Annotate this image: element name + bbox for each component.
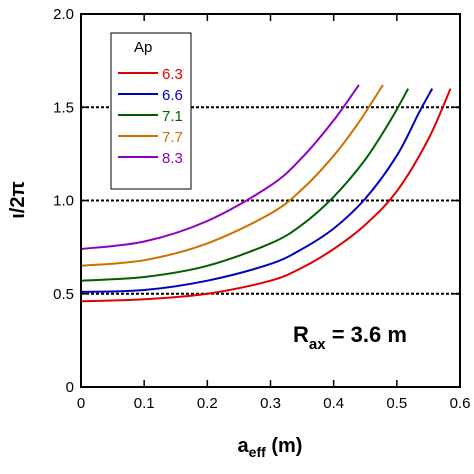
x-tick-label: 0 (77, 395, 85, 412)
series-line-7.1 (80, 88, 410, 282)
legend-label: 7.1 (162, 108, 183, 125)
legend-label: 7.7 (162, 129, 183, 146)
tick-labels: 0 0.1 0.2 0.3 0.4 0.5 0.6 0 0.5 1.0 1.5 2.0 (53, 6, 470, 412)
x-tick-label: 0.4 (323, 395, 344, 412)
x-tick-label: 0.5 (386, 395, 407, 412)
legend: Ap 6.3 6.6 7.1 7.7 8.3 (110, 32, 192, 190)
y-tick-label: 0 (66, 379, 74, 396)
x-tick-label: 0.6 (450, 395, 471, 412)
legend-label: 8.3 (162, 150, 183, 167)
y-tick-label: 0.5 (53, 286, 74, 303)
legend-label: 6.3 (162, 66, 183, 83)
x-tick-label: 0.2 (197, 395, 218, 412)
y-tick-label: 2.0 (53, 6, 74, 23)
series-line-6.3 (80, 88, 452, 303)
y-axis-title: ι/2π (7, 181, 29, 219)
y-tick-label: 1.0 (53, 193, 74, 210)
series-line-6.6 (80, 88, 434, 293)
series-line-8.3 (80, 84, 360, 250)
legend-box (110, 32, 192, 190)
reference-lines (81, 106, 460, 295)
legend-label: 6.6 (162, 87, 183, 104)
x-axis-title: aeff (m) (238, 435, 303, 460)
x-tick-label: 0.1 (134, 395, 155, 412)
series-curves (80, 84, 452, 303)
legend-title: Ap (134, 39, 152, 56)
x-tick-label: 0.3 (260, 395, 281, 412)
annotation-rax: Rax = 3.6 m (293, 322, 407, 353)
y-tick-label: 1.5 (53, 99, 74, 116)
series-line-7.7 (80, 84, 384, 267)
legend-items: 6.3 6.6 7.1 7.7 8.3 (118, 66, 183, 167)
axis-ticks (80, 13, 461, 388)
